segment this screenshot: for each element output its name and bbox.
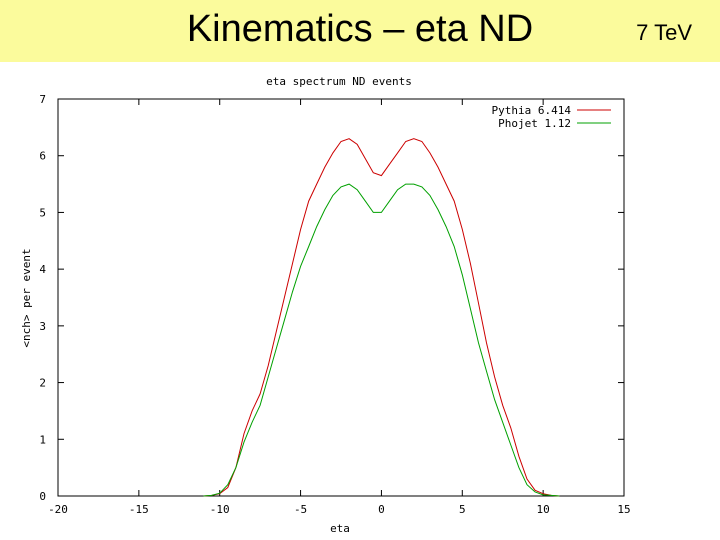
y-tick-label: 1: [39, 433, 46, 446]
x-tick-label: 15: [617, 503, 630, 516]
x-tick-label: 0: [378, 503, 385, 516]
y-tick-label: 5: [39, 206, 46, 219]
y-tick-label: 4: [39, 263, 46, 276]
series-line-1: [203, 138, 560, 497]
chart-title: eta spectrum ND events: [266, 75, 412, 88]
slide-title-bar: [0, 0, 720, 62]
x-tick-label: -20: [48, 503, 68, 516]
x-tick-label: -5: [294, 503, 307, 516]
y-tick-label: 0: [39, 490, 46, 503]
x-tick-label: -15: [129, 503, 149, 516]
plot-frame: [57, 98, 625, 497]
x-tick-label: -10: [210, 503, 230, 516]
series-line-2: [203, 183, 560, 497]
y-axis-label: <nch> per event: [20, 248, 33, 347]
legend-label-1: Pythia 6.414: [492, 104, 572, 117]
legend-label-2: Phojet 1.12: [498, 117, 571, 130]
slide-title: Kinematics – eta ND: [186, 8, 534, 50]
y-tick-label: 3: [39, 320, 46, 333]
y-tick-label: 6: [39, 150, 46, 163]
y-tick-label: 7: [39, 93, 46, 106]
y-tick-label: 2: [39, 377, 46, 390]
x-tick-label: 10: [537, 503, 550, 516]
x-axis-label: eta: [330, 522, 350, 535]
x-tick-label: 5: [459, 503, 466, 516]
energy-label: 7 TeV: [636, 20, 692, 45]
